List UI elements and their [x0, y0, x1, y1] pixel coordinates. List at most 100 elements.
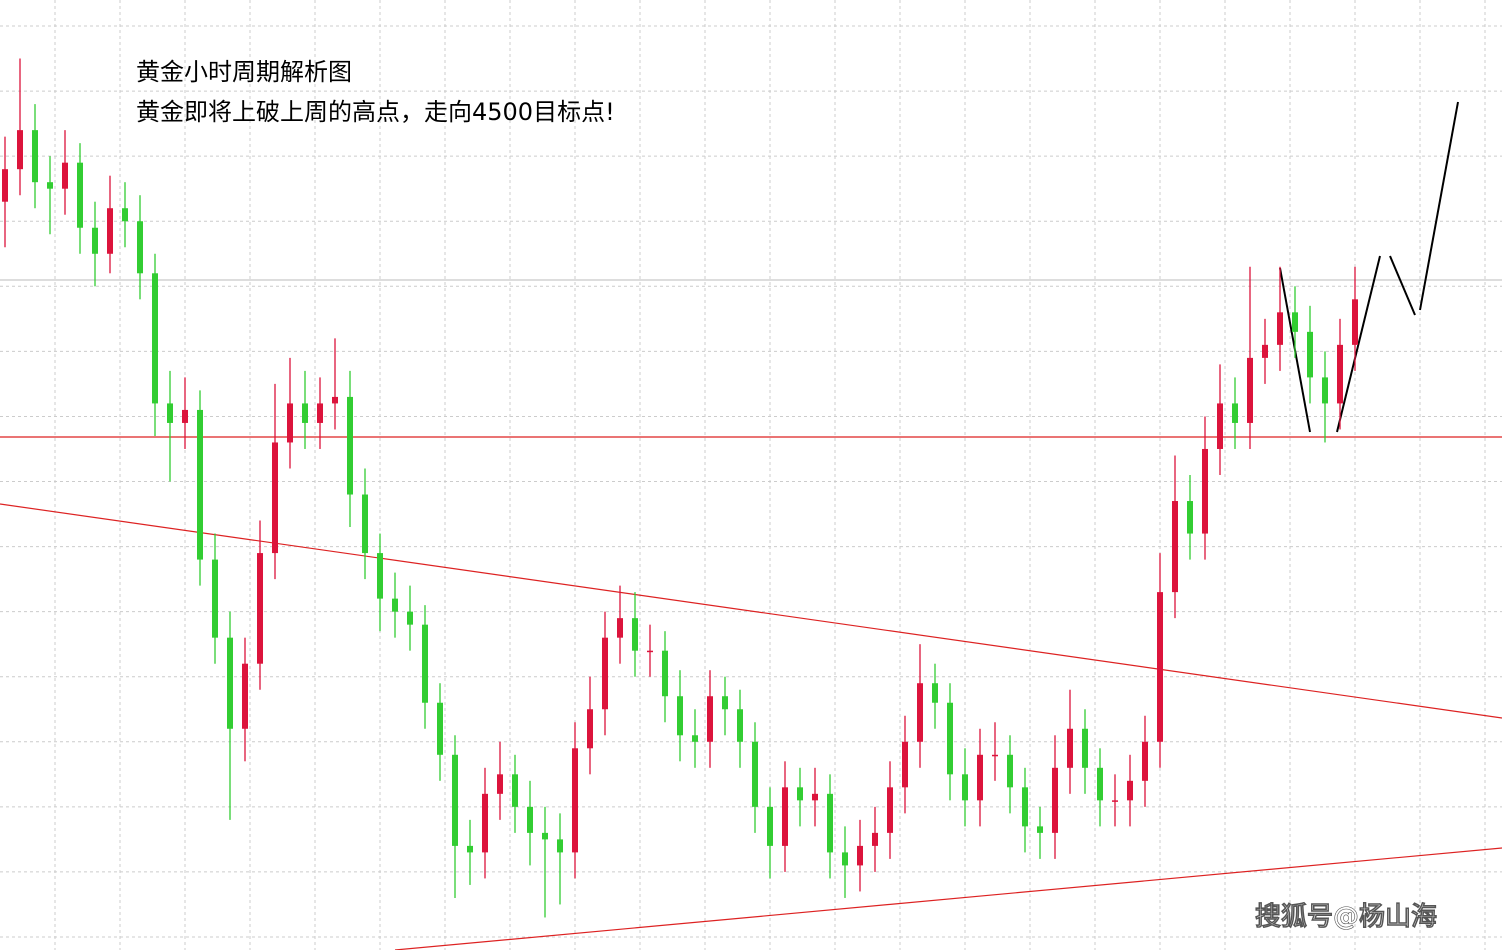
candle-body [857, 845, 863, 866]
candle-body [932, 683, 938, 703]
candle-body [257, 553, 263, 664]
candle-body [1307, 331, 1313, 378]
candle-body [692, 735, 698, 742]
candle-body [287, 403, 293, 443]
candle-body [1232, 403, 1238, 423]
candle-body [122, 208, 128, 222]
candle-body [362, 494, 368, 554]
zigzag [1389, 255, 1416, 316]
candle-body [167, 403, 173, 423]
candle-body [677, 696, 683, 736]
candle-body [902, 741, 908, 788]
candle-body [182, 409, 188, 423]
candle-body [1097, 767, 1103, 801]
candle-body [962, 774, 968, 801]
candle-body [227, 637, 233, 729]
candle-body [827, 793, 833, 853]
candle-body [1187, 501, 1193, 534]
candle-body [572, 748, 578, 853]
candle-body [1217, 403, 1223, 449]
candle-body [812, 793, 818, 801]
candle-body [782, 787, 788, 846]
chart-title: 黄金小时周期解析图 [136, 58, 352, 86]
watermark: 搜狐号@杨山海 [1255, 902, 1437, 932]
candle-body [1142, 741, 1148, 781]
zigzag [1419, 101, 1459, 311]
candle-body [512, 774, 518, 807]
candle-body [1127, 780, 1133, 801]
candle-body [542, 832, 548, 840]
candle-body [1022, 787, 1028, 827]
candle-body [1292, 312, 1298, 332]
candle-body [152, 273, 158, 404]
zigzag [1336, 255, 1381, 433]
candle-body [1067, 728, 1073, 768]
candle-body [317, 403, 323, 423]
candle-body [467, 845, 473, 853]
candle-body [62, 162, 68, 189]
candle-body [437, 702, 443, 755]
candle-body [452, 754, 458, 846]
candle-body [1157, 592, 1163, 742]
candle-body [482, 793, 488, 853]
candle-body [92, 227, 98, 254]
candle-body [32, 130, 38, 183]
candle-body [212, 559, 218, 638]
candle-body [632, 618, 638, 651]
candle-body [977, 754, 983, 801]
candle-body [1322, 377, 1328, 404]
candle-body [1112, 800, 1118, 802]
candle-body [17, 130, 23, 170]
candle-body [947, 702, 953, 775]
candle-body [1037, 826, 1043, 833]
candle-body [617, 618, 623, 638]
candle-body [302, 403, 308, 423]
candle-body [1277, 312, 1283, 345]
candle-body [1172, 501, 1178, 593]
candle-body [752, 741, 758, 807]
candle-body [872, 832, 878, 846]
candle-body [1007, 754, 1013, 788]
candle-body [197, 409, 203, 560]
candle-body [2, 169, 8, 202]
candle-body [137, 221, 143, 274]
candle-body [107, 208, 113, 254]
candle-body [497, 774, 503, 794]
candle-body [842, 852, 848, 866]
candle-body [1352, 299, 1358, 345]
candle-body [737, 709, 743, 742]
candle-body [1337, 344, 1343, 404]
chart-subtitle: 黄金即将上破上周的高点，走向4500目标点! [136, 98, 615, 126]
candle-body [392, 598, 398, 612]
candle-body [1082, 728, 1088, 768]
candle-body [272, 442, 278, 554]
candle-body [767, 806, 773, 846]
annotation-lines [0, 101, 1502, 950]
trend-line [0, 503, 1502, 719]
candle-body [347, 396, 353, 495]
candle-body [1202, 448, 1208, 534]
candle-body [722, 696, 728, 710]
candle-body [47, 182, 53, 189]
candle-body [662, 650, 668, 697]
candle-body [332, 396, 338, 404]
trend-line [394, 847, 1502, 950]
candle-body [887, 787, 893, 833]
candle-body [1052, 767, 1058, 833]
candle-body [377, 553, 383, 599]
candle-body [242, 663, 248, 729]
candle-body [797, 787, 803, 801]
candle-body [1262, 344, 1268, 358]
candle-body [917, 683, 923, 742]
candle-body [527, 806, 533, 833]
candle-body [602, 637, 608, 710]
candle-body [992, 754, 998, 757]
candle-body [1247, 357, 1253, 423]
candle-body [557, 839, 563, 853]
candle-body [707, 696, 713, 742]
candle-body [647, 650, 653, 653]
candle-body [407, 611, 413, 625]
candle-body [77, 162, 83, 228]
